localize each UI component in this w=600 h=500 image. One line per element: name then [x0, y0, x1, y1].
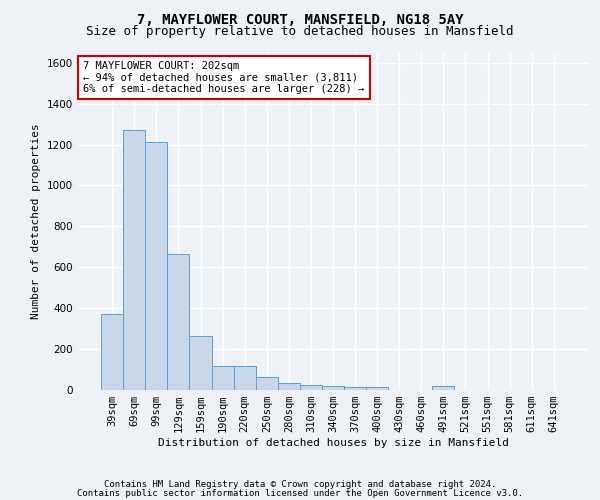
Bar [322, 386, 344, 390]
Bar [344, 387, 366, 390]
Bar [256, 376, 278, 390]
Bar [123, 130, 145, 390]
Bar [101, 314, 123, 390]
Bar [433, 386, 454, 390]
Bar [300, 385, 322, 390]
Bar [233, 366, 256, 390]
Bar [212, 366, 233, 390]
Text: 7, MAYFLOWER COURT, MANSFIELD, NG18 5AY: 7, MAYFLOWER COURT, MANSFIELD, NG18 5AY [137, 12, 463, 26]
Text: 7 MAYFLOWER COURT: 202sqm
← 94% of detached houses are smaller (3,811)
6% of sem: 7 MAYFLOWER COURT: 202sqm ← 94% of detac… [83, 61, 364, 94]
Text: Contains public sector information licensed under the Open Government Licence v3: Contains public sector information licen… [77, 488, 523, 498]
Bar [145, 142, 167, 390]
X-axis label: Distribution of detached houses by size in Mansfield: Distribution of detached houses by size … [157, 438, 509, 448]
Text: Size of property relative to detached houses in Mansfield: Size of property relative to detached ho… [86, 25, 514, 38]
Y-axis label: Number of detached properties: Number of detached properties [31, 124, 41, 319]
Bar [278, 383, 300, 390]
Bar [167, 254, 190, 390]
Bar [190, 336, 212, 390]
Bar [366, 387, 388, 390]
Text: Contains HM Land Registry data © Crown copyright and database right 2024.: Contains HM Land Registry data © Crown c… [104, 480, 496, 489]
